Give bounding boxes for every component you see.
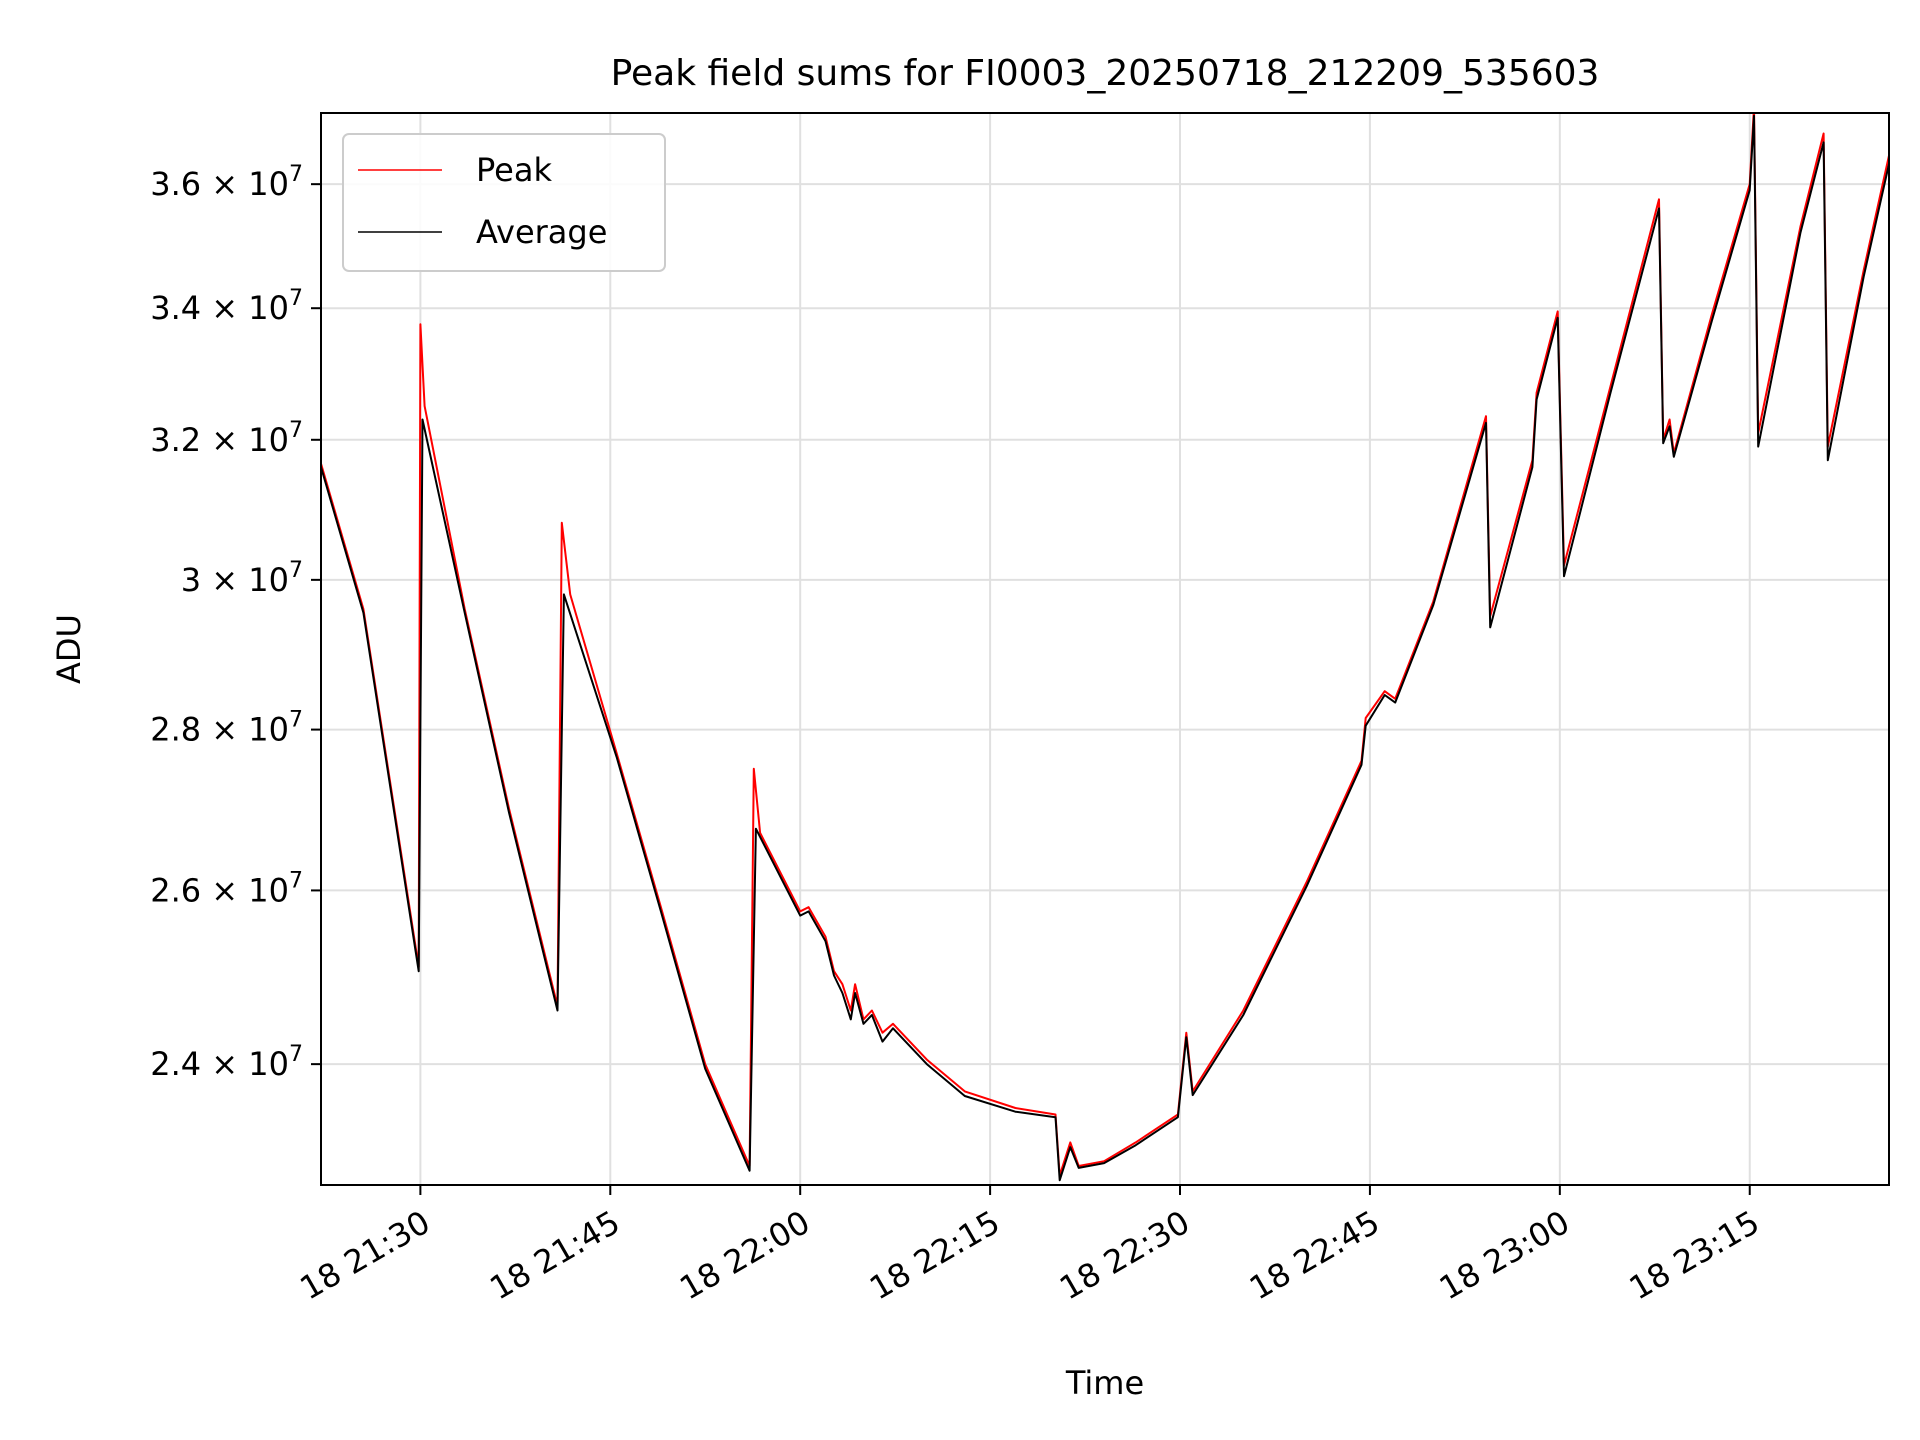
legend-average-label: Average [476,213,607,251]
series-line-average [321,114,1889,1182]
legend-box [342,133,666,272]
y-axis: 2.4 × 107 2.6 × 107 2.8 × 107 3 × 107 3.2 × … [150,162,321,1083]
x-axis-label: Time [1065,1364,1144,1402]
y-tick-label: 3.6 × 107 [150,162,303,203]
y-axis-label: ADU [50,614,88,684]
series-layer [321,113,1889,1182]
grid [321,113,1889,1185]
y-tick-label: 2.8 × 107 [150,708,303,749]
y-tick-label: 3.4 × 107 [150,286,303,327]
y-tick-label: 3.2 × 107 [150,418,303,459]
legend: Peak Average [342,133,666,272]
y-tick-label: 3 × 107 [181,558,303,599]
legend-peak-label: Peak [476,151,552,189]
y-tick-label: 2.6 × 107 [150,868,303,909]
chart-title: Peak field sums for FI0003_20250718_2122… [611,53,1600,94]
plot-area-frame [320,112,1890,1186]
y-tick-label: 2.4 × 107 [150,1042,303,1083]
